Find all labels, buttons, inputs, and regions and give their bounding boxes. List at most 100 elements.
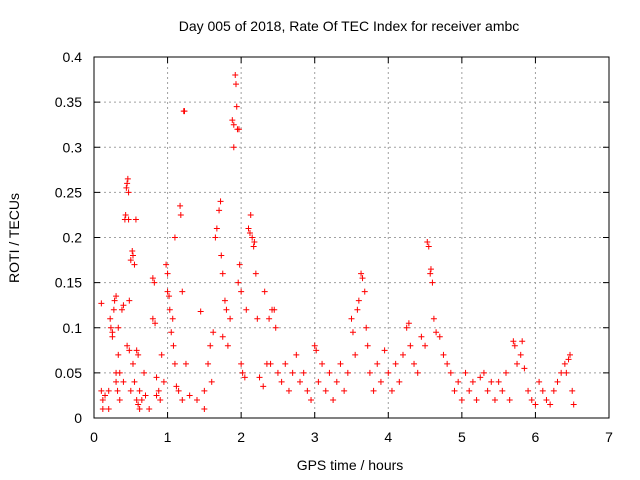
data-point bbox=[424, 239, 431, 246]
data-point bbox=[153, 374, 160, 381]
data-point bbox=[129, 248, 136, 255]
x-axis-label: GPS time / hours bbox=[297, 457, 404, 473]
data-point bbox=[107, 324, 114, 331]
data-point bbox=[282, 360, 289, 367]
data-point bbox=[105, 387, 112, 394]
data-point bbox=[227, 315, 234, 322]
data-point bbox=[113, 378, 120, 385]
data-point bbox=[124, 180, 131, 187]
data-point bbox=[163, 261, 170, 268]
y-tick-label: 0.3 bbox=[63, 139, 83, 155]
data-point bbox=[377, 378, 384, 385]
data-point bbox=[181, 108, 188, 115]
data-point bbox=[554, 378, 561, 385]
data-point bbox=[254, 315, 261, 322]
data-point bbox=[563, 369, 570, 376]
data-point bbox=[374, 360, 381, 367]
data-point bbox=[311, 342, 318, 349]
data-point bbox=[116, 369, 123, 376]
data-point bbox=[247, 211, 254, 218]
data-point bbox=[418, 333, 425, 340]
data-point bbox=[230, 121, 237, 128]
data-point bbox=[451, 387, 458, 394]
data-point bbox=[232, 81, 239, 88]
data-point bbox=[333, 378, 340, 385]
data-point bbox=[272, 324, 279, 331]
data-point bbox=[133, 396, 140, 403]
y-tick-label: 0.1 bbox=[63, 320, 83, 336]
data-point bbox=[98, 387, 105, 394]
data-point bbox=[157, 396, 164, 403]
data-point bbox=[285, 387, 292, 394]
data-point bbox=[539, 387, 546, 394]
data-point bbox=[114, 387, 121, 394]
data-point bbox=[160, 378, 167, 385]
data-point bbox=[239, 369, 246, 376]
data-point bbox=[136, 387, 143, 394]
data-point bbox=[135, 401, 142, 408]
data-point bbox=[427, 266, 434, 273]
data-point bbox=[355, 297, 362, 304]
x-tick-label: 5 bbox=[458, 429, 466, 445]
data-point bbox=[271, 306, 278, 313]
data-point bbox=[427, 270, 434, 277]
data-point bbox=[569, 387, 576, 394]
data-point bbox=[274, 369, 281, 376]
data-point bbox=[166, 293, 173, 300]
data-point bbox=[152, 320, 159, 327]
data-point bbox=[326, 369, 333, 376]
data-point bbox=[525, 387, 532, 394]
data-point bbox=[238, 360, 245, 367]
data-point bbox=[236, 261, 243, 268]
data-point bbox=[256, 374, 263, 381]
data-point bbox=[455, 378, 462, 385]
data-point bbox=[116, 396, 123, 403]
data-point bbox=[363, 324, 370, 331]
data-point bbox=[484, 387, 491, 394]
data-point bbox=[129, 252, 136, 259]
data-point bbox=[313, 347, 320, 354]
data-point bbox=[124, 175, 131, 182]
data-point bbox=[315, 378, 322, 385]
data-point bbox=[414, 369, 421, 376]
data-point bbox=[440, 351, 447, 358]
data-point bbox=[213, 225, 220, 232]
data-point bbox=[230, 144, 237, 151]
data-point bbox=[109, 333, 116, 340]
x-tick-label: 7 bbox=[605, 429, 613, 445]
data-point bbox=[141, 369, 148, 376]
y-tick-label: 0.2 bbox=[63, 230, 83, 246]
data-point bbox=[477, 374, 484, 381]
data-point bbox=[122, 211, 129, 218]
data-point bbox=[304, 387, 311, 394]
data-point bbox=[521, 365, 528, 372]
data-point bbox=[127, 387, 134, 394]
data-point bbox=[171, 234, 178, 241]
data-point bbox=[126, 297, 133, 304]
data-point bbox=[433, 329, 440, 336]
data-point bbox=[102, 392, 109, 399]
y-tick-label: 0.15 bbox=[55, 275, 82, 291]
data-point bbox=[233, 103, 240, 110]
x-tick-label: 6 bbox=[532, 429, 540, 445]
data-point bbox=[392, 360, 399, 367]
data-points bbox=[98, 72, 577, 412]
data-point bbox=[218, 252, 225, 259]
data-point bbox=[405, 320, 412, 327]
data-point bbox=[532, 401, 539, 408]
data-point bbox=[430, 315, 437, 322]
data-point bbox=[495, 378, 502, 385]
data-point bbox=[149, 315, 156, 322]
data-point bbox=[179, 288, 186, 295]
data-point bbox=[177, 211, 184, 218]
data-point bbox=[352, 351, 359, 358]
data-point bbox=[528, 396, 535, 403]
data-point bbox=[567, 351, 574, 358]
data-point bbox=[558, 369, 565, 376]
data-point bbox=[293, 351, 300, 358]
x-tick-label: 1 bbox=[164, 429, 172, 445]
data-point bbox=[462, 369, 469, 376]
data-point bbox=[480, 369, 487, 376]
data-point bbox=[153, 392, 160, 399]
